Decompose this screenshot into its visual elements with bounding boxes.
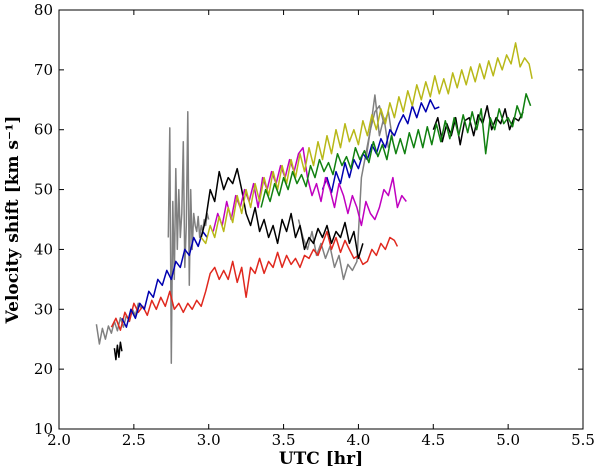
x-tick-label: 3.0: [197, 431, 221, 449]
series-line-9: [432, 105, 524, 146]
y-tick-label: 20: [34, 360, 53, 378]
y-tick-label: 80: [34, 1, 53, 19]
x-tick-label: 5.5: [571, 431, 595, 449]
series-line-7: [113, 341, 123, 361]
y-tick-label: 70: [34, 61, 53, 79]
plot-area: [59, 10, 583, 429]
series-line-11: [200, 42, 533, 245]
x-tick-label: 2.5: [122, 431, 146, 449]
series-line-6: [321, 99, 440, 194]
plot-frame: [58, 9, 584, 430]
y-tick-label: 40: [34, 240, 53, 258]
x-tick-label: 4.5: [421, 431, 445, 449]
ticks-layer: 2.0 2.5 3.0 3.5 4.0 4.5 5.0 5.5 10 20 30 40 50 60 70 80: [34, 1, 595, 449]
series-line-4: [110, 230, 399, 331]
series-layer: [95, 42, 533, 364]
x-tick-label: 4.0: [346, 431, 370, 449]
series-line-12: [260, 93, 532, 208]
x-axis-label: UTC [hr]: [279, 449, 363, 469]
y-tick-label: 50: [34, 181, 53, 199]
x-tick-label: 2.0: [47, 431, 71, 449]
y-tick-label: 10: [34, 420, 53, 438]
series-line-5: [121, 230, 208, 328]
x-tick-label: 3.5: [272, 431, 296, 449]
y-axis-label: Velocity shift [km s⁻¹]: [3, 116, 23, 325]
y-tick-label: 30: [34, 300, 53, 318]
series-line-1: [167, 111, 210, 364]
y-tick-label: 60: [34, 121, 53, 139]
series-line-8: [200, 167, 364, 260]
x-tick-label: 5.0: [496, 431, 520, 449]
